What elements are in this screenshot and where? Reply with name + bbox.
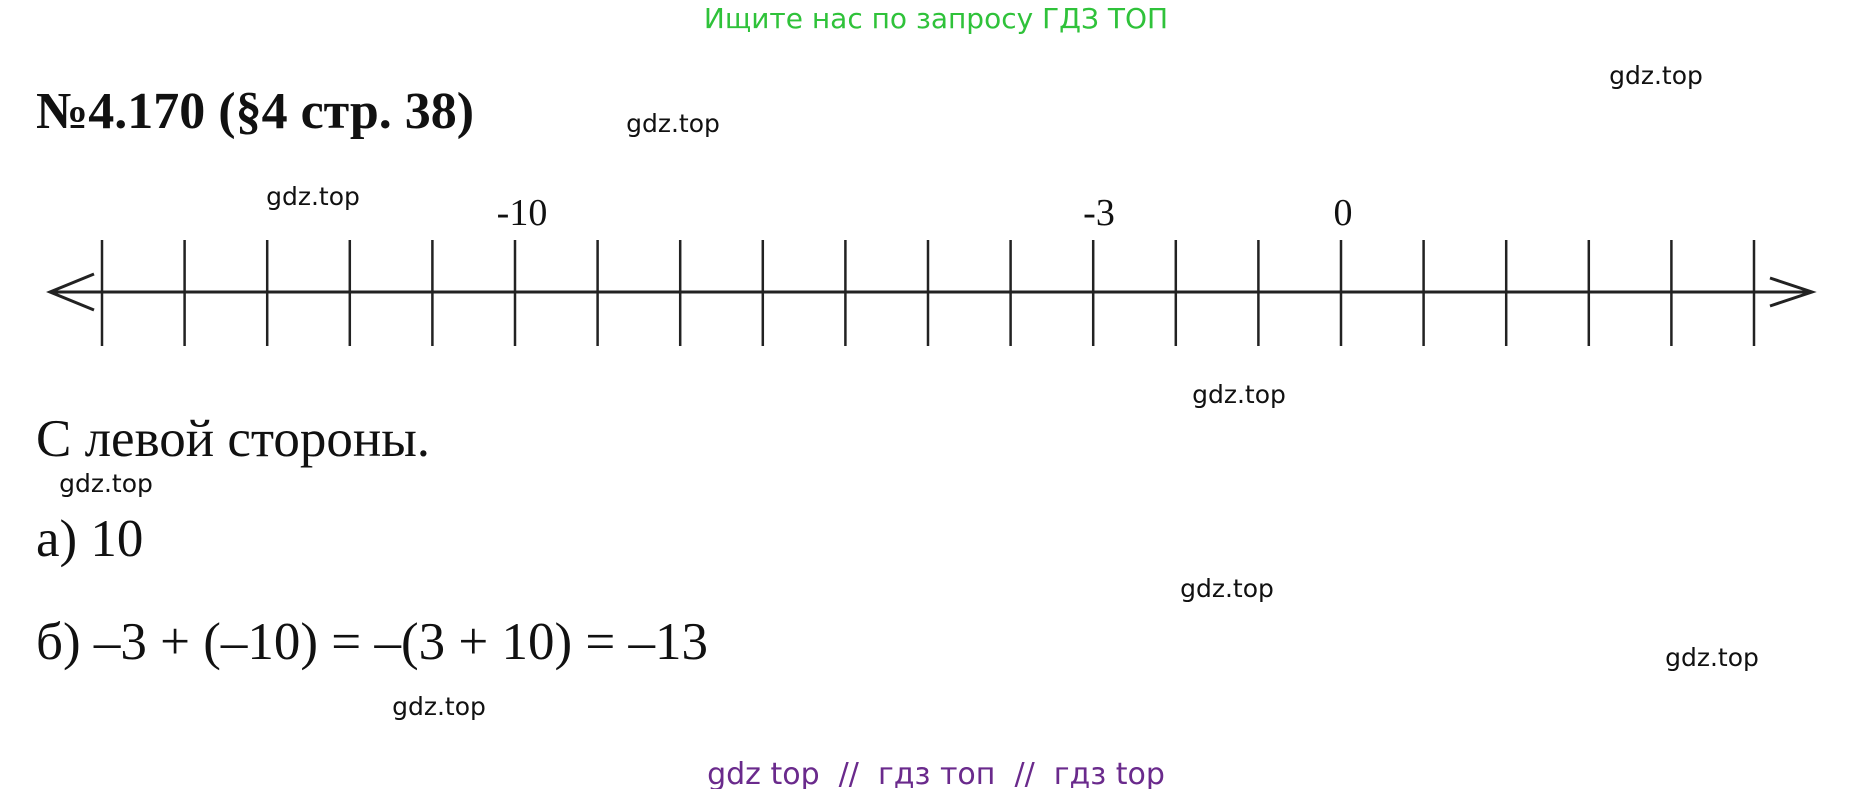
- tick-label: 0: [1334, 192, 1353, 234]
- watermark: gdz.top: [1180, 574, 1274, 603]
- footer: gdz top // гдз топ // гдз top: [707, 757, 1165, 789]
- answer-line: б) –3 + (–10) = –(3 + 10) = –13: [36, 613, 708, 671]
- arrow-right: [1769, 276, 1817, 308]
- banner: Ищите нас по запросу ГДЗ ТОП: [704, 2, 1168, 35]
- watermark: gdz.top: [392, 692, 486, 721]
- watermark: gdz.top: [1192, 380, 1286, 409]
- watermark: gdz.top: [59, 469, 153, 498]
- arrow-left: [46, 272, 95, 312]
- watermark: gdz.top: [1609, 61, 1703, 90]
- watermark: gdz.top: [266, 182, 360, 211]
- title: №4.170 (§4 стр. 38): [36, 83, 474, 140]
- watermark: gdz.top: [626, 109, 720, 138]
- watermark: gdz.top: [1665, 643, 1759, 672]
- tick-label: -10: [497, 192, 548, 234]
- answer-line: С левой стороны.: [36, 410, 430, 468]
- number-line: [46, 240, 1817, 346]
- answer-line: а) 10: [36, 510, 143, 568]
- tick-label: -3: [1083, 192, 1115, 234]
